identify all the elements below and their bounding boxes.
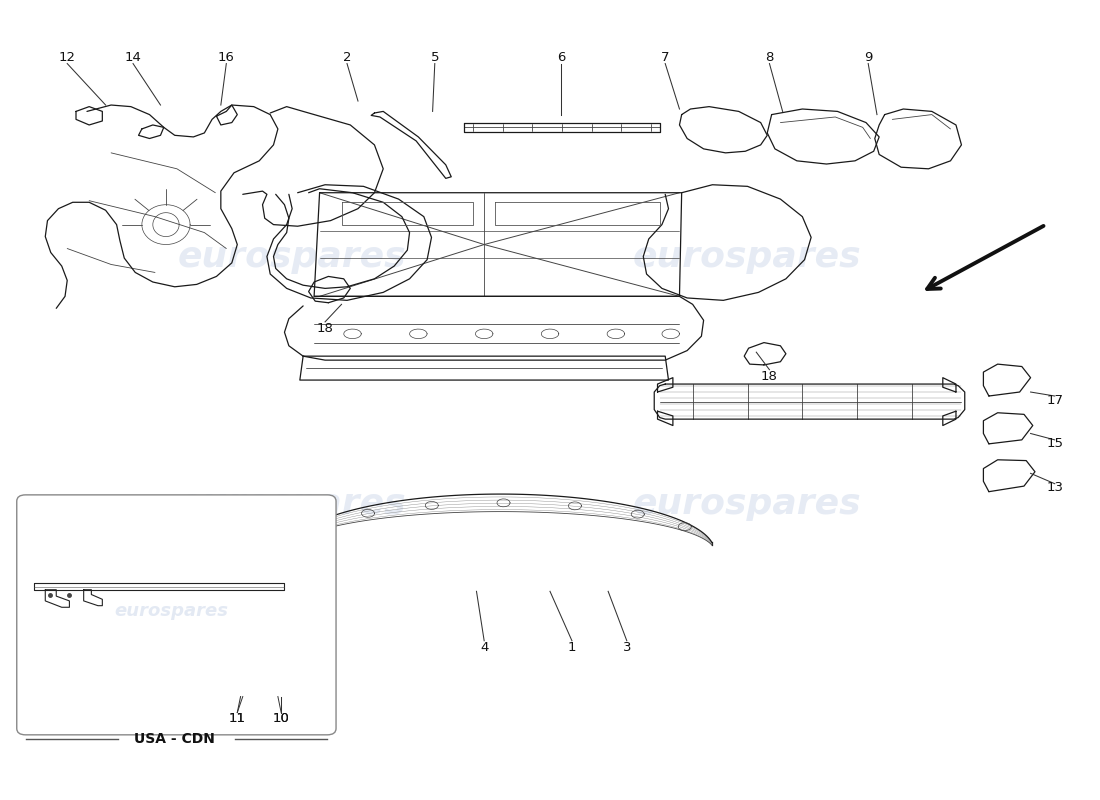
Text: eurospares: eurospares — [114, 602, 229, 620]
Text: 9: 9 — [864, 50, 872, 64]
Text: 4: 4 — [480, 641, 488, 654]
FancyBboxPatch shape — [16, 495, 336, 735]
Text: 15: 15 — [1046, 438, 1064, 450]
Text: 17: 17 — [1046, 394, 1064, 406]
Text: 11: 11 — [229, 712, 245, 726]
Text: 1: 1 — [568, 641, 576, 654]
Text: 18: 18 — [317, 322, 333, 334]
Text: 2: 2 — [343, 50, 351, 64]
Text: 16: 16 — [218, 50, 234, 64]
Text: 8: 8 — [766, 50, 773, 64]
Text: 14: 14 — [124, 50, 142, 64]
Text: 10: 10 — [273, 712, 289, 726]
Text: 7: 7 — [661, 50, 670, 64]
Text: 11: 11 — [229, 712, 245, 726]
Text: 13: 13 — [1046, 481, 1064, 494]
Text: eurospares: eurospares — [634, 486, 861, 521]
Text: eurospares: eurospares — [178, 239, 407, 274]
Text: 10: 10 — [273, 712, 289, 726]
Text: 18: 18 — [761, 370, 778, 382]
Text: eurospares: eurospares — [634, 239, 861, 274]
Text: 6: 6 — [557, 50, 565, 64]
Text: 3: 3 — [623, 641, 631, 654]
Text: USA - CDN: USA - CDN — [134, 732, 216, 746]
Text: eurospares: eurospares — [178, 486, 407, 521]
Text: 12: 12 — [58, 50, 76, 64]
Text: 5: 5 — [430, 50, 439, 64]
